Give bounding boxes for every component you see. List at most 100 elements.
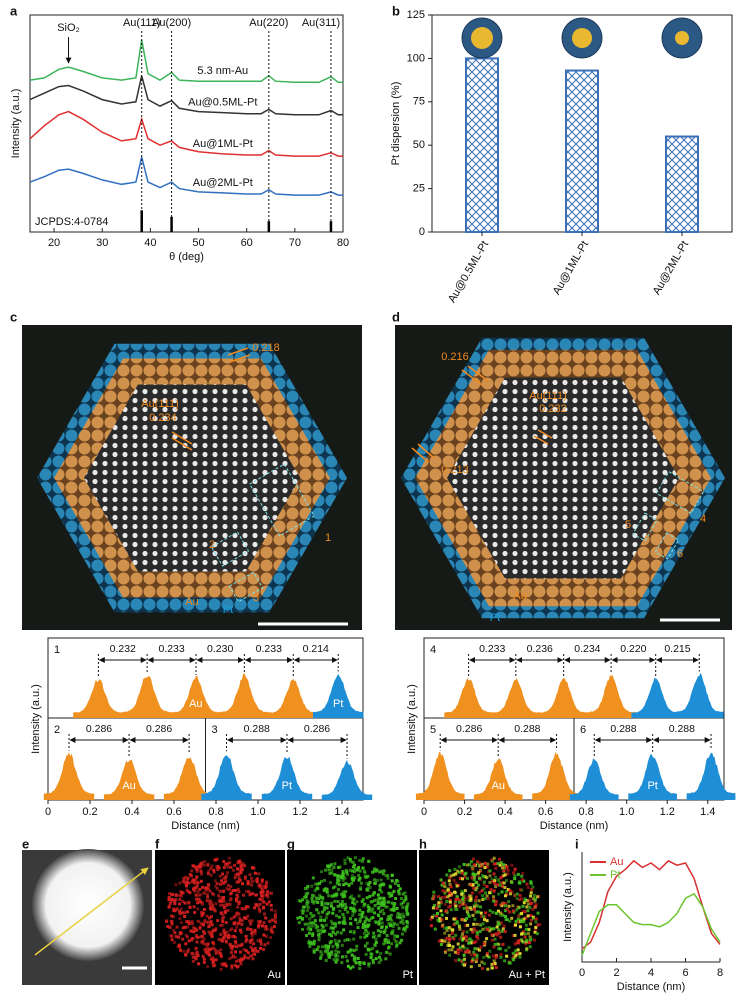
eds-pixel [191, 922, 194, 926]
eds-pixel [301, 917, 305, 920]
eds-pixel [374, 881, 378, 885]
eds-pixel [180, 921, 183, 925]
eds-pixel [236, 895, 240, 899]
image-annotation: Pt [490, 612, 500, 624]
intensity-peak [532, 751, 581, 800]
eds-pixel [194, 957, 198, 961]
eds-pixel [492, 872, 496, 876]
eds-pixel [534, 920, 538, 924]
material-label: Pt [282, 780, 292, 792]
eds-pixel [344, 882, 348, 886]
eds-pixel [452, 878, 456, 882]
eds-pixel [481, 922, 485, 926]
eds-pixel [244, 949, 248, 953]
eds-pixel [467, 863, 471, 867]
eds-pixel [457, 958, 461, 962]
eds-pixel [262, 921, 266, 925]
eds-pixel [211, 960, 215, 964]
eds-pixel [264, 925, 268, 928]
eds-pixel [237, 890, 241, 894]
eds-pixel [371, 870, 375, 874]
eds-pixel [222, 930, 226, 934]
eds-pixel [356, 957, 360, 960]
eds-pixel [484, 911, 488, 915]
eds-pixel [509, 892, 512, 896]
eds-pixel [224, 880, 228, 884]
eds-pixel [236, 905, 240, 909]
eds-pixel [237, 874, 241, 878]
eds-pixel [307, 931, 311, 935]
eds-pixel [168, 901, 172, 905]
eds-pixel [170, 919, 174, 923]
eds-pixel [330, 871, 334, 875]
eds-pixel [376, 900, 380, 904]
eds-pixel [517, 898, 521, 902]
eds-pixel [469, 883, 472, 887]
eds-pixel [437, 901, 441, 905]
eds-pixel [230, 935, 234, 939]
eds-pixel [338, 909, 342, 913]
eds-pixel [246, 914, 250, 918]
eds-pixel [193, 911, 197, 915]
eds-pixel [307, 925, 311, 929]
eds-pixel [257, 905, 261, 909]
eds-pixel [231, 868, 235, 872]
eds-pixel [198, 863, 202, 867]
eds-pixel [443, 931, 447, 935]
eds-pixel [261, 890, 265, 894]
eds-pixel [463, 957, 466, 961]
lattice-marker [411, 447, 429, 463]
distance-label: 0.214 [303, 643, 329, 655]
eds-pixel [242, 916, 246, 920]
eds-pixel [366, 887, 370, 891]
eds-pixel [379, 952, 383, 955]
eds-pixel [360, 915, 364, 919]
eds-pixel [233, 944, 237, 948]
eds-pixel [315, 948, 319, 952]
eds-pixel [488, 874, 492, 878]
eds-pixel [447, 905, 451, 909]
intensity-peak [586, 674, 636, 718]
eds-pixel [237, 958, 241, 962]
panel-label: h [419, 836, 427, 851]
eds-pixel [468, 941, 471, 945]
eds-pixel [353, 960, 357, 964]
eds-pixel [536, 911, 540, 915]
eds-pixel [507, 945, 511, 949]
eds-pixel [472, 863, 476, 867]
eds-pixel [499, 903, 502, 907]
eds-pixel [502, 924, 506, 928]
eds-pixel [209, 907, 213, 911]
distance-label: 0.215 [664, 643, 690, 655]
profile-id: 2 [54, 724, 60, 736]
eds-pixel [459, 948, 463, 952]
distance-label: 0.288 [514, 723, 540, 735]
distance-label: 0.234 [574, 643, 600, 655]
eds-pixel [500, 861, 503, 865]
eds-pixel [208, 902, 212, 906]
eds-pixel [454, 872, 458, 876]
eds-pixel [488, 869, 492, 873]
eds-pixel [377, 906, 381, 909]
eds-pixel [182, 925, 186, 929]
eds-pixel [341, 890, 345, 894]
eds-pixel [439, 909, 443, 913]
eds-pixel [485, 865, 489, 869]
eds-pixel [210, 933, 214, 937]
eds-pixel [533, 930, 537, 934]
eds-pixel [192, 930, 196, 934]
eds-pixel [515, 896, 519, 900]
eds-pixel [529, 914, 533, 917]
eds-pixel [346, 938, 349, 942]
eds-pixel [458, 927, 462, 931]
eds-pixel [378, 955, 381, 959]
eds-pixel [392, 922, 396, 926]
eds-pixel [346, 873, 350, 876]
eds-pixel [236, 943, 240, 947]
eds-pixel [439, 878, 443, 882]
eds-pixel [208, 932, 212, 936]
eds-pixel [451, 945, 455, 949]
eds-pixel [236, 867, 239, 871]
eds-pixel [312, 894, 316, 898]
eds-pixel [490, 877, 494, 881]
